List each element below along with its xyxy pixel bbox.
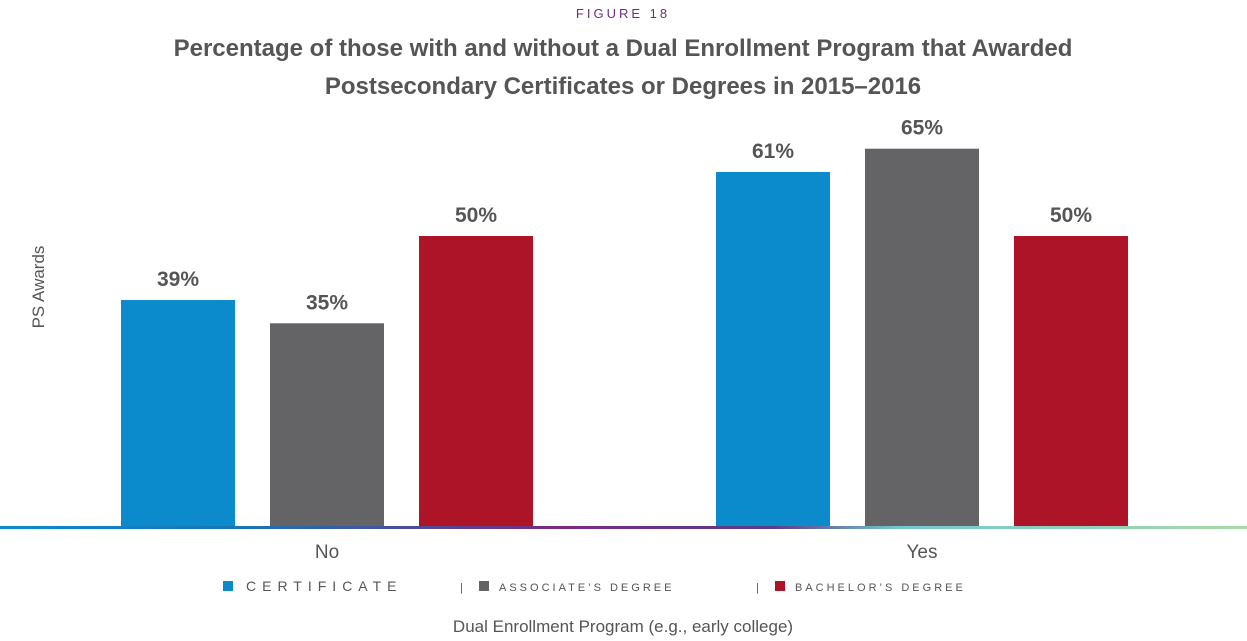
y-axis-label: PS Awards: [29, 246, 48, 329]
chart-subtitle: Postsecondary Certificates or Degrees in…: [325, 73, 921, 100]
legend-swatch-bachelor: [775, 581, 785, 591]
chart-title: Percentage of those with and without a D…: [174, 35, 1073, 62]
legend-separator: |: [460, 582, 466, 594]
value-label-associate-yes: 65%: [901, 117, 943, 140]
x-axis-baseline: [0, 526, 1247, 529]
category-label-no: No: [315, 542, 339, 563]
value-label-certificate-yes: 61%: [752, 140, 794, 163]
value-label-certificate-no: 39%: [157, 268, 199, 291]
legend-separator: |: [756, 582, 762, 594]
bar-bachelor-yes: [1014, 236, 1128, 527]
value-label-bachelor-no: 50%: [455, 204, 497, 227]
figure-label: FIGURE 18: [576, 6, 670, 21]
legend: CERTIFICATE | ASSOCIATE’S DEGREE | BACHE…: [223, 578, 966, 594]
value-labels-group: 39% 35% 50% 61% 65% 50%: [157, 117, 1092, 315]
legend-label-bachelor: BACHELOR’S DEGREE: [795, 582, 966, 594]
category-labels-group: No Yes: [315, 542, 938, 563]
bar-associate-yes: [865, 148, 979, 527]
bar-associate-no: [270, 323, 384, 527]
legend-swatch-associate: [479, 581, 489, 591]
legend-label-certificate: CERTIFICATE: [246, 578, 403, 594]
bar-certificate-yes: [716, 171, 830, 528]
bar-certificate-no: [121, 300, 235, 527]
legend-swatch-certificate: [223, 581, 233, 591]
bars-group: [121, 148, 1128, 528]
bar-bachelor-no: [419, 236, 533, 527]
value-label-bachelor-yes: 50%: [1050, 204, 1092, 227]
x-axis-label: Dual Enrollment Program (e.g., early col…: [453, 617, 793, 636]
legend-label-associate: ASSOCIATE’S DEGREE: [499, 582, 674, 594]
value-label-associate-no: 35%: [306, 291, 348, 314]
category-label-yes: Yes: [907, 542, 938, 563]
